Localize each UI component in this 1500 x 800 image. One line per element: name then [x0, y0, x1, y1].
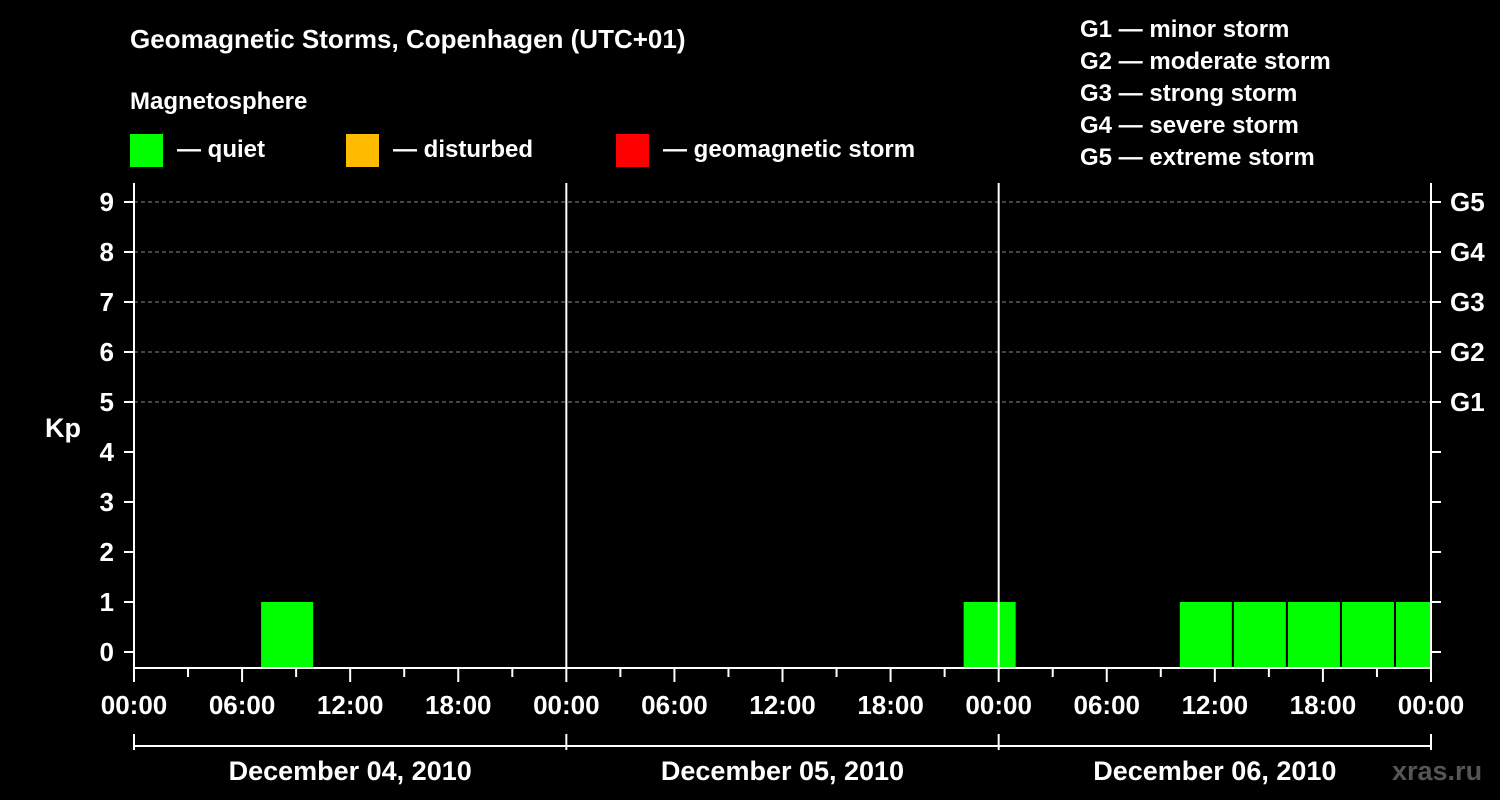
right-axis-ticks: G1 G2 G3 G4 G5 — [1431, 187, 1485, 653]
x-tick-label-2: 12:00 — [317, 690, 384, 720]
x-tick-label-1: 06:00 — [209, 690, 276, 720]
y-tick-label-0: 0 — [100, 637, 114, 667]
y-tick-label-6: 6 — [100, 337, 114, 367]
legend: — quiet — disturbed — geomagnetic storm — [130, 134, 915, 167]
x-tick-label-0: 00:00 — [101, 690, 168, 720]
y-tick-label-9: 9 — [100, 187, 114, 217]
day-label-2: December 06, 2010 — [1093, 756, 1336, 786]
right-label-g5: G5 — [1450, 187, 1485, 217]
y-tick-label-1: 1 — [100, 587, 114, 617]
storm-scale-list: G1 — minor storm G2 — moderate storm G3 … — [1080, 16, 1331, 171]
storm-scale-g3: G3 — strong storm — [1080, 80, 1297, 107]
x-tick-label-4: 00:00 — [533, 690, 600, 720]
grid-lines — [134, 201, 1431, 403]
x-tick-label-11: 18:00 — [1290, 690, 1357, 720]
kp-bar-2 — [1179, 602, 1232, 668]
day-brackets: December 04, 2010 December 05, 2010 Decemb… — [133, 734, 1432, 786]
legend-swatch-storm — [616, 134, 649, 167]
kp-bar-4 — [1287, 602, 1340, 668]
x-axis-ticks: 00:00 06:00 12:00 18:00 00:00 06:00 12:00 18:00… — [101, 668, 1465, 720]
plot-frame — [133, 183, 1432, 669]
kp-bar-3 — [1233, 602, 1286, 668]
legend-swatch-quiet — [130, 134, 163, 167]
y-tick-label-5: 5 — [100, 387, 114, 417]
y-tick-label-2: 2 — [100, 537, 114, 567]
x-tick-label-8: 00:00 — [965, 690, 1032, 720]
x-tick-label-6: 12:00 — [749, 690, 816, 720]
x-tick-label-12: 00:00 — [1398, 690, 1465, 720]
right-label-g3: G3 — [1450, 287, 1485, 317]
right-label-g1: G1 — [1450, 387, 1485, 417]
x-tick-label-3: 18:00 — [425, 690, 492, 720]
legend-label-storm: — geomagnetic storm — [663, 136, 915, 163]
storm-scale-g4: G4 — severe storm — [1080, 112, 1299, 139]
kp-bar-6 — [1395, 602, 1430, 668]
day-label-0: December 04, 2010 — [229, 756, 472, 786]
legend-label-quiet: — quiet — [177, 136, 265, 163]
x-tick-label-5: 06:00 — [641, 690, 708, 720]
x-tick-label-9: 06:00 — [1074, 690, 1141, 720]
storm-scale-g5: G5 — extreme storm — [1080, 144, 1315, 171]
storm-scale-g2: G2 — moderate storm — [1080, 48, 1331, 75]
kp-bar-5 — [1341, 602, 1394, 668]
storm-scale-g1: G1 — minor storm — [1080, 16, 1289, 43]
y-tick-label-7: 7 — [100, 287, 114, 317]
kp-bar-0 — [261, 602, 314, 668]
y-axis-ticks: 0 1 2 3 4 5 6 7 8 9 — [100, 187, 134, 667]
y-tick-label-8: 8 — [100, 237, 114, 267]
x-tick-label-7: 18:00 — [857, 690, 924, 720]
y-axis-label: Kp — [45, 413, 81, 443]
bars — [261, 602, 1430, 668]
legend-label-disturbed: — disturbed — [393, 136, 533, 163]
right-label-g4: G4 — [1450, 237, 1485, 267]
y-tick-label-3: 3 — [100, 487, 114, 517]
chart-title: Geomagnetic Storms, Copenhagen (UTC+01) — [130, 24, 685, 54]
y-tick-label-4: 4 — [100, 437, 115, 467]
x-tick-label-10: 12:00 — [1182, 690, 1249, 720]
watermark: xras.ru — [1392, 756, 1482, 786]
legend-heading: Magnetosphere — [130, 88, 307, 115]
right-label-g2: G2 — [1450, 337, 1485, 367]
day-label-1: December 05, 2010 — [661, 756, 904, 786]
legend-swatch-disturbed — [346, 134, 379, 167]
kp-bar-1 — [963, 602, 1016, 668]
